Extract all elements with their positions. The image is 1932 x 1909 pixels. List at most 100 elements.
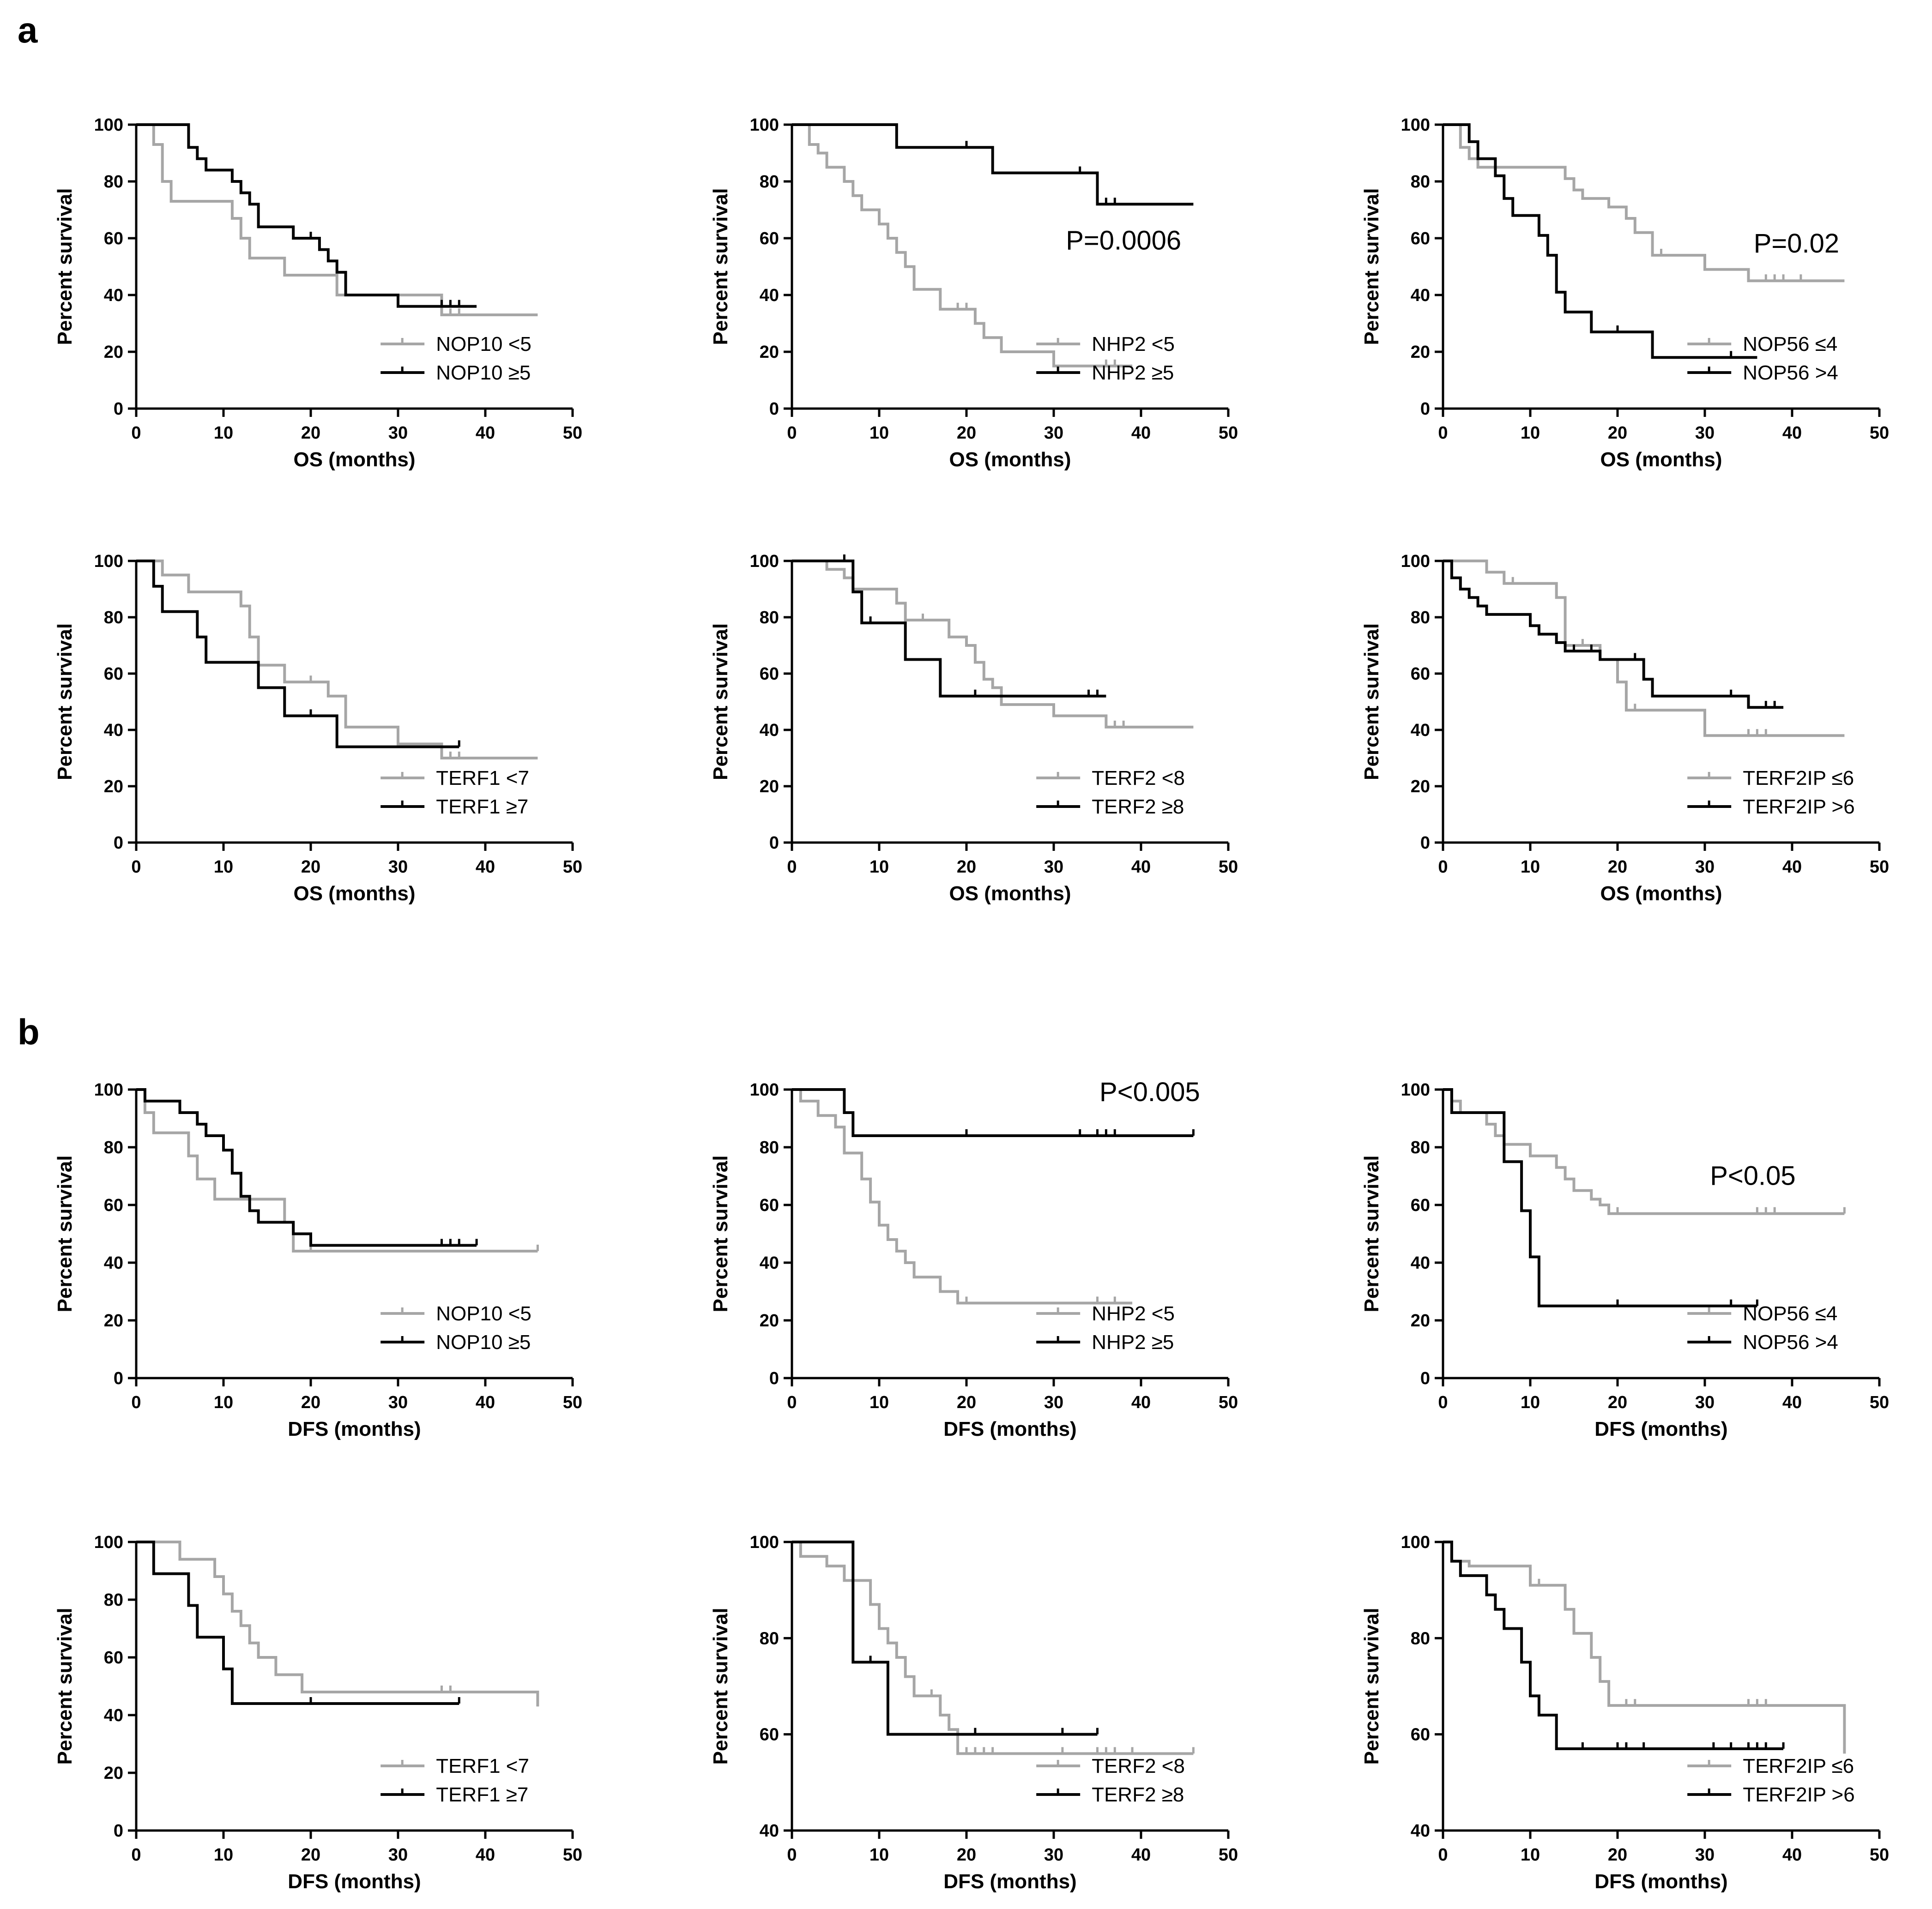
y-tick-label: 40 <box>1411 1253 1430 1273</box>
x-tick-label: 30 <box>1695 423 1715 443</box>
legend-label: NOP10 ≥5 <box>436 361 531 384</box>
y-axis-title: Percent survival <box>54 1608 76 1765</box>
y-tick-label: 40 <box>104 721 123 740</box>
y-tick-label: 20 <box>104 343 123 362</box>
legend-label: NHP2 ≥5 <box>1092 361 1174 384</box>
x-tick-label: 0 <box>787 857 797 877</box>
x-axis-title: OS (months) <box>949 882 1071 905</box>
y-axis-title: Percent survival <box>1360 1608 1383 1765</box>
survival-curve-high <box>792 1088 1194 1137</box>
x-tick-label: 20 <box>301 423 320 443</box>
y-tick-label: 80 <box>104 172 123 192</box>
survival-curve-high <box>792 123 1194 206</box>
panel-label-b: b <box>18 1012 40 1052</box>
x-tick-label: 30 <box>388 857 408 877</box>
survival-curve-high <box>136 1088 477 1247</box>
x-tick-label: 10 <box>1521 1393 1540 1412</box>
x-tick-label: 30 <box>1695 857 1715 877</box>
km-chart-9: 0 20 40 60 80 100 0 10 20 30 40 50 DFS (months) Perce… <box>1360 1080 1889 1440</box>
y-tick-label: 60 <box>760 229 779 248</box>
y-tick-label: 0 <box>1420 399 1430 419</box>
x-tick-label: 30 <box>388 1393 408 1412</box>
survival-curve-low <box>136 1541 539 1707</box>
p-value-annotation: P=0.0006 <box>1066 226 1181 256</box>
y-tick-label: 0 <box>769 833 779 853</box>
legend-label: TERF1 <7 <box>436 1755 529 1777</box>
x-tick-label: 0 <box>1438 423 1448 443</box>
survival-curve-low <box>792 560 1194 729</box>
x-tick-label: 0 <box>131 857 141 877</box>
y-tick-label: 40 <box>760 286 779 305</box>
y-axis-title: Percent survival <box>709 1608 732 1765</box>
y-axis-title: Percent survival <box>1360 1156 1383 1313</box>
y-tick-label: 60 <box>1411 664 1430 684</box>
y-tick-label: 100 <box>750 1080 779 1100</box>
y-tick-label: 80 <box>760 172 779 192</box>
legend-label: TERF2IP ≤6 <box>1743 1755 1854 1777</box>
y-tick-label: 100 <box>94 552 123 571</box>
legend-label: TERF2 ≥8 <box>1092 1783 1184 1806</box>
legend-label: TERF1 ≥7 <box>436 795 528 818</box>
y-tick-label: 0 <box>114 1369 123 1388</box>
km-chart-6: 0 20 40 60 80 100 0 10 20 30 40 50 OS (months) Percen… <box>1360 552 1889 905</box>
x-tick-label: 20 <box>301 1393 320 1412</box>
y-tick-label: 60 <box>104 1196 123 1215</box>
survival-curve-high <box>136 123 477 308</box>
x-tick-label: 0 <box>787 1393 797 1412</box>
x-tick-label: 10 <box>869 857 889 877</box>
x-tick-label: 20 <box>1608 1845 1627 1865</box>
y-tick-label: 100 <box>1401 1533 1430 1552</box>
legend-label: TERF1 <7 <box>436 767 529 789</box>
survival-curve-low <box>136 123 538 317</box>
x-tick-label: 10 <box>214 1393 233 1412</box>
survival-curve-high <box>1443 560 1784 709</box>
x-tick-label: 0 <box>787 423 797 443</box>
x-tick-label: 30 <box>388 1845 408 1865</box>
x-tick-label: 20 <box>957 423 976 443</box>
y-tick-label: 80 <box>760 608 779 627</box>
x-tick-label: 40 <box>1131 1845 1151 1865</box>
x-tick-label: 10 <box>214 857 233 877</box>
legend-label: NHP2 <5 <box>1092 333 1175 355</box>
y-tick-label: 80 <box>1411 172 1430 192</box>
km-chart-12: 40 60 80 100 0 10 20 30 40 50 DFS (months) Percent … <box>1360 1533 1889 1893</box>
x-tick-label: 40 <box>1131 1393 1151 1412</box>
x-tick-label: 10 <box>869 1845 889 1865</box>
x-tick-label: 0 <box>1438 1845 1448 1865</box>
y-tick-label: 100 <box>750 552 779 571</box>
x-tick-label: 50 <box>1870 423 1889 443</box>
y-tick-label: 40 <box>1411 721 1430 740</box>
y-tick-label: 80 <box>104 1138 123 1157</box>
x-tick-label: 50 <box>1219 1845 1238 1865</box>
survival-curve-low <box>136 560 538 759</box>
x-tick-label: 40 <box>476 1845 495 1865</box>
km-chart-10: 0 20 40 60 80 100 0 10 20 30 40 50 DFS (months) Perce… <box>54 1533 582 1893</box>
x-axis-title: OS (months) <box>1600 448 1722 471</box>
y-tick-label: 60 <box>104 229 123 248</box>
km-chart-4: 0 20 40 60 80 100 0 10 20 30 40 50 OS (months) Percen… <box>54 552 582 905</box>
x-tick-label: 0 <box>131 1393 141 1412</box>
x-tick-label: 0 <box>131 1845 141 1865</box>
x-axis-title: OS (months) <box>294 448 416 471</box>
x-tick-label: 40 <box>1782 857 1802 877</box>
y-tick-label: 60 <box>104 664 123 684</box>
y-tick-label: 20 <box>760 343 779 362</box>
y-tick-label: 100 <box>1401 1080 1430 1100</box>
y-tick-label: 60 <box>760 1725 779 1745</box>
x-tick-label: 10 <box>1521 423 1540 443</box>
y-tick-label: 100 <box>750 115 779 135</box>
legend-label: NOP56 >4 <box>1743 1331 1838 1354</box>
y-axis-title: Percent survival <box>54 1156 76 1313</box>
legend-label: TERF1 ≥7 <box>436 1783 528 1806</box>
legend-label: TERF2 <8 <box>1092 1755 1185 1777</box>
y-tick-label: 20 <box>1411 777 1430 796</box>
y-tick-label: 0 <box>769 399 779 419</box>
x-tick-label: 50 <box>1870 1845 1889 1865</box>
survival-curve-low <box>792 1088 1133 1305</box>
y-axis-title: Percent survival <box>1360 623 1383 780</box>
survival-curve-low <box>792 123 1133 367</box>
y-tick-label: 0 <box>1420 833 1430 853</box>
x-tick-label: 40 <box>476 857 495 877</box>
panel-label-a: a <box>18 10 38 50</box>
